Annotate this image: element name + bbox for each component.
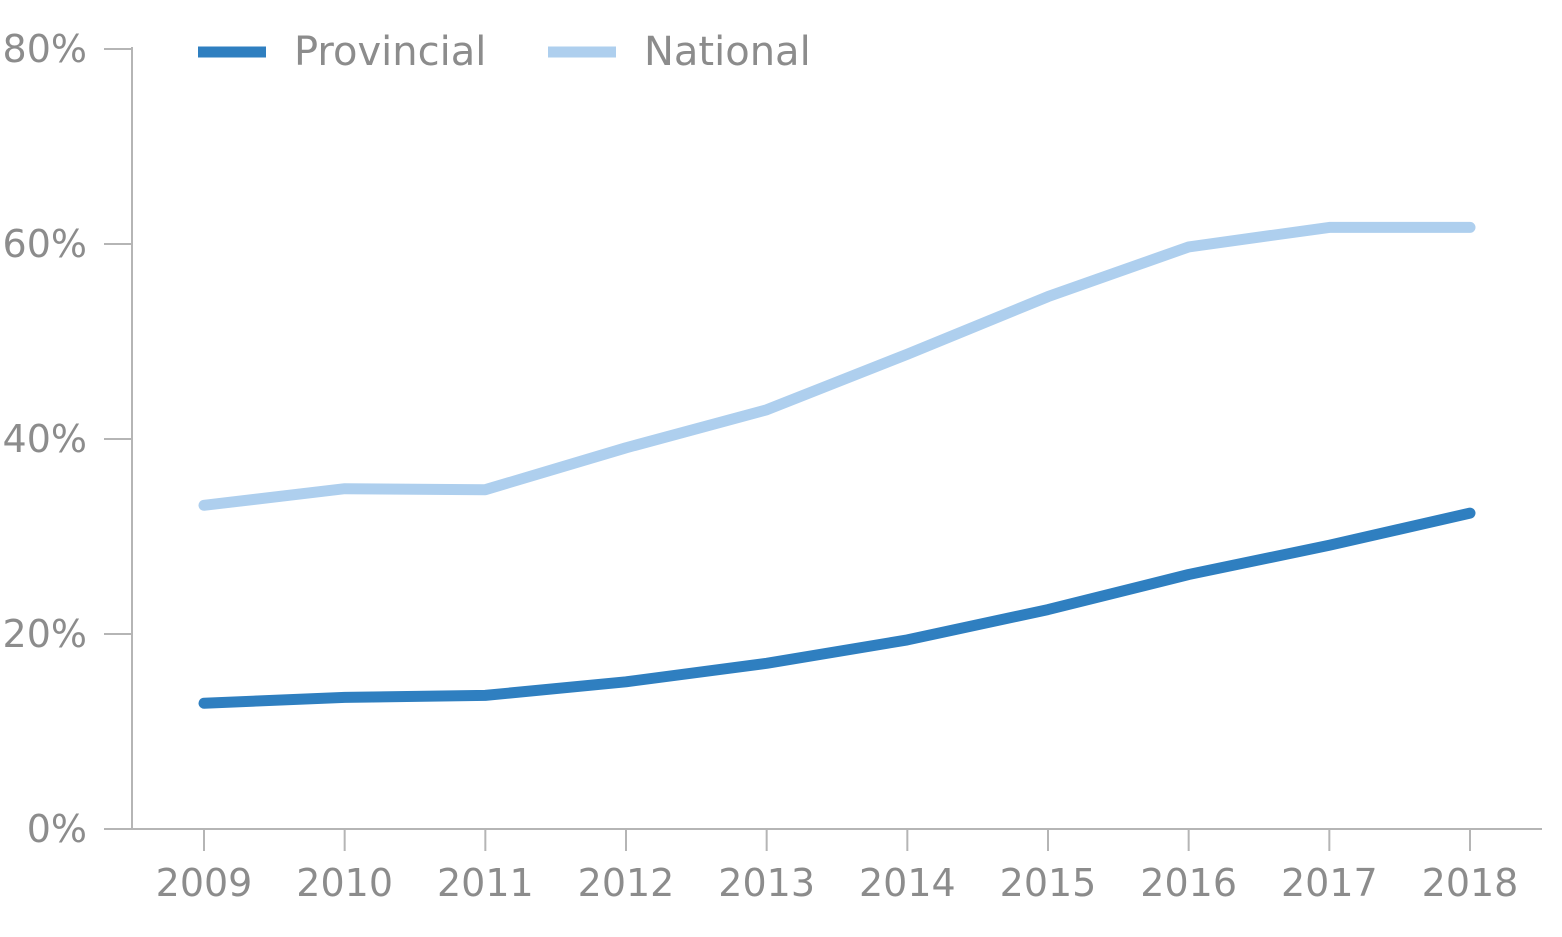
x-tick-label: 2012 xyxy=(578,861,675,905)
x-tick-label: 2018 xyxy=(1422,861,1519,905)
x-tick-label: 2016 xyxy=(1140,861,1237,905)
x-tick-label: 2013 xyxy=(718,861,815,905)
axes xyxy=(131,47,1542,830)
x-ticks: 2009 2010 2011 2012 2013 2014 2015 2016 2017 2018 xyxy=(156,829,1519,905)
y-ticks: 0% 20% 40% 60% 80% xyxy=(3,27,132,851)
y-tick-label: 80% xyxy=(3,27,87,71)
x-tick-label: 2009 xyxy=(156,861,253,905)
y-tick-label: 0% xyxy=(27,807,87,851)
x-tick-label: 2011 xyxy=(437,861,534,905)
x-tick-label: 2010 xyxy=(296,861,393,905)
x-tick-label: 2014 xyxy=(859,861,956,905)
y-tick-label: 20% xyxy=(3,612,87,656)
series-line-provincial xyxy=(198,507,1476,709)
x-tick-label: 2015 xyxy=(1000,861,1097,905)
series-line-national xyxy=(198,221,1476,511)
legend: Provincial National xyxy=(198,29,811,75)
legend-label-provincial: Provincial xyxy=(294,29,486,75)
y-tick-label: 60% xyxy=(3,222,87,266)
x-tick-label: 2017 xyxy=(1281,861,1378,905)
legend-label-national: National xyxy=(644,29,811,75)
y-tick-label: 40% xyxy=(3,417,87,461)
series-lines xyxy=(198,221,1476,709)
